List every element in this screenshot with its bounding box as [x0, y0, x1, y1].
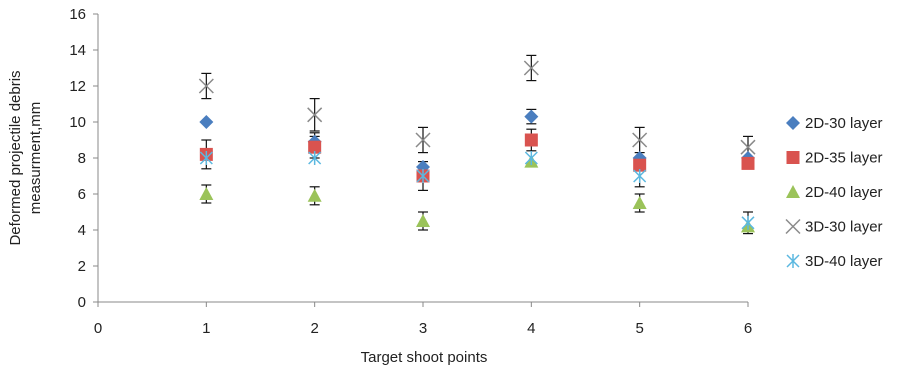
data-point-x	[632, 132, 648, 148]
y-tick-label: 10	[69, 114, 86, 131]
data-point-triangle	[307, 188, 322, 202]
x-tick-label: 5	[635, 320, 643, 337]
data-point-star	[741, 215, 755, 230]
x-tick-label: 1	[202, 320, 210, 337]
y-axis-title-line-1: Deformed projectile debris	[7, 70, 24, 245]
x-tick-label: 3	[419, 320, 427, 337]
y-tick-label: 0	[78, 294, 86, 311]
data-point-triangle	[199, 187, 214, 200]
data-point-diamond	[199, 115, 214, 129]
legend-item: 3D-30 layer	[785, 218, 883, 236]
legend-marker-triangle	[786, 185, 800, 198]
data-point-star	[633, 169, 647, 183]
y-tick-label: 12	[69, 78, 86, 95]
y-tick-label: 14	[69, 42, 86, 59]
y-axis: 0 2 4 6 8 10 12 14 16	[69, 6, 99, 311]
legend-marker-x	[785, 218, 801, 235]
y-tick-label: 8	[78, 150, 86, 167]
x-tick-label: 2	[310, 320, 318, 337]
markers	[198, 60, 756, 233]
legend-label: 3D-30 layer	[805, 219, 883, 236]
legend-marker-square	[786, 151, 800, 164]
data-point-square	[741, 156, 755, 170]
data-point-square	[633, 158, 647, 172]
legend-item: 2D-35 layer	[786, 150, 883, 167]
x-tick-label: 6	[744, 320, 752, 337]
data-point-x	[198, 78, 214, 94]
data-point-x	[415, 132, 431, 148]
data-point-triangle	[632, 196, 647, 209]
legend-item: 2D-40 layer	[786, 184, 883, 201]
x-tick-label: 0	[94, 320, 102, 337]
legend-label: 3D-40 layer	[805, 253, 883, 270]
legend-label: 2D-40 layer	[805, 184, 883, 201]
data-point-star	[199, 151, 213, 165]
y-axis-title-line-2: measurment,mm	[27, 102, 44, 215]
data-point-x	[523, 60, 539, 76]
y-tick-label: 16	[69, 6, 86, 23]
legend-label: 2D-30 layer	[805, 115, 883, 132]
legend-item: 2D-30 layer	[786, 115, 883, 132]
legend: 2D-30 layer 2D-35 layer 2D-40 layer 3D-30 l…	[785, 115, 883, 270]
x-tick-label: 4	[527, 320, 535, 337]
x-axis-title: Target shoot points	[361, 349, 488, 366]
legend-marker-diamond	[786, 116, 800, 130]
error-bars	[201, 54, 753, 235]
data-point-square	[308, 140, 322, 154]
data-point-diamond	[524, 109, 539, 124]
data-point-star	[524, 151, 538, 165]
y-tick-label: 6	[78, 186, 86, 203]
y-tick-label: 4	[78, 222, 86, 239]
y-tick-label: 2	[78, 258, 86, 275]
x-axis: 0 1 2 3 4 5 6	[94, 301, 752, 337]
data-point-star	[416, 169, 430, 183]
data-point-square	[524, 133, 538, 147]
data-point-x	[740, 139, 756, 155]
data-point-triangle	[416, 214, 430, 227]
legend-label: 2D-35 layer	[805, 150, 883, 167]
data-point-star	[308, 151, 322, 165]
legend-item: 3D-40 layer	[786, 253, 883, 270]
legend-marker-star	[786, 254, 800, 268]
data-point-x	[307, 107, 323, 123]
